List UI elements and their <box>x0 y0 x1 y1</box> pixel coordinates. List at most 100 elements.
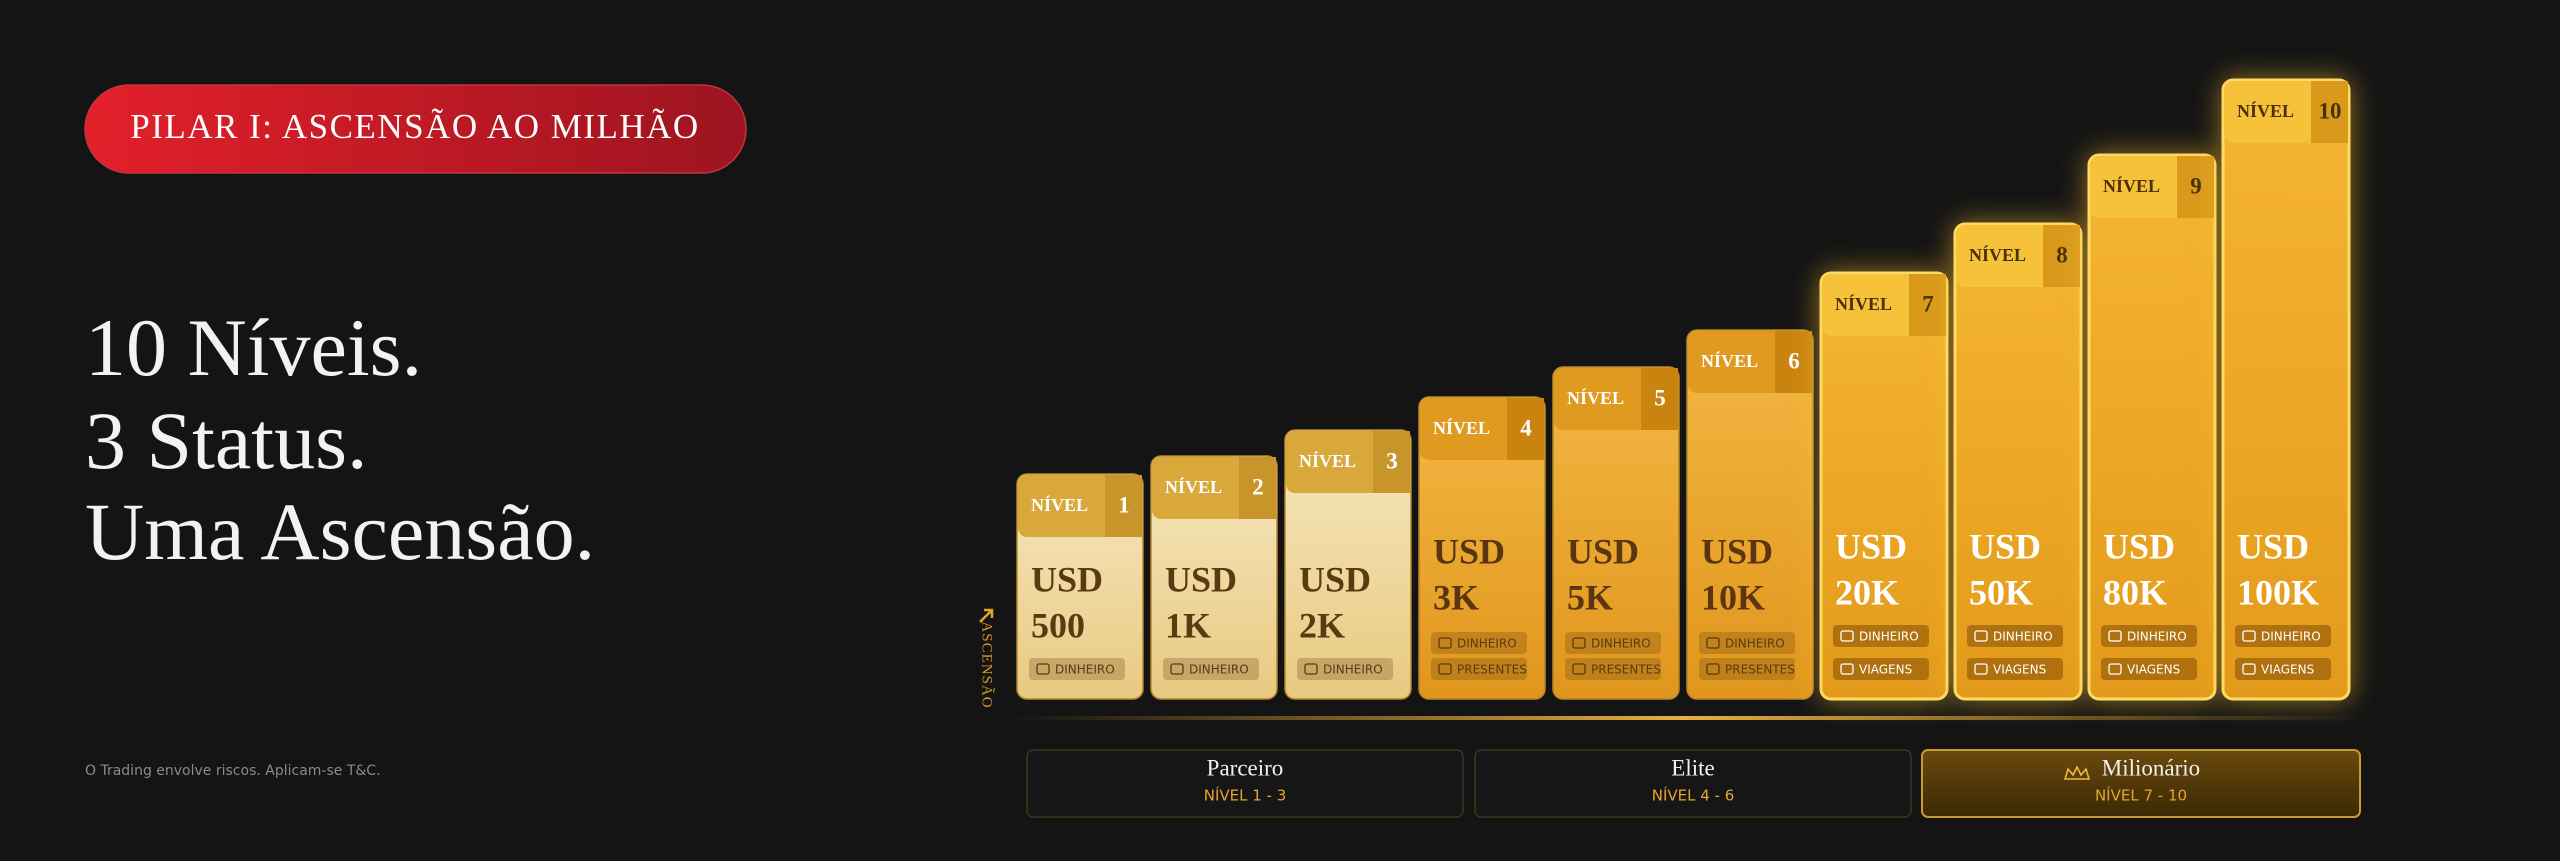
headline-line: 10 Níveis. <box>85 302 422 393</box>
level-number: 7 <box>1922 291 1934 316</box>
tag-text: DINHEIRO <box>1323 663 1383 677</box>
level-label: NÍVEL <box>2237 100 2294 121</box>
tag <box>2101 658 2197 680</box>
tag-icon <box>1840 663 1854 675</box>
status-name: Milionário <box>2102 755 2200 780</box>
level-number: 9 <box>2190 173 2202 198</box>
tag <box>2235 625 2331 647</box>
baseline-glow <box>1010 716 2360 720</box>
tag-text: DINHEIRO <box>1591 637 1651 651</box>
tag-text: VIAGENS <box>2261 663 2314 677</box>
status-box <box>1026 749 1464 818</box>
tag-text: DINHEIRO <box>2127 630 2187 644</box>
tag-text: DINHEIRO <box>2261 630 2321 644</box>
level-card <box>1552 366 1680 700</box>
level-label: NÍVEL <box>1165 476 1222 497</box>
level-number-bg <box>1105 475 1142 537</box>
tag <box>1297 658 1393 680</box>
tag <box>1431 658 1527 680</box>
level-amount: 80K <box>2103 572 2167 612</box>
level-amount: 2K <box>1299 605 1345 645</box>
status-name: Elite <box>1671 755 1714 780</box>
level-currency: USD <box>1969 526 2041 566</box>
level-label: NÍVEL <box>1031 494 1088 515</box>
level-currency: USD <box>2103 526 2175 566</box>
level-number: 4 <box>1520 415 1532 440</box>
level-number-bg <box>2311 81 2348 143</box>
level-amount: 20K <box>1835 572 1899 612</box>
badge <box>84 84 747 174</box>
level-card <box>1953 222 2083 701</box>
tag <box>1699 658 1795 680</box>
headline-line: 3 Status. <box>85 395 367 486</box>
level-card <box>2221 78 2351 701</box>
level-amount: 50K <box>1969 572 2033 612</box>
level-number: 8 <box>2056 242 2068 267</box>
axis-label: ASCENSÃO <box>979 621 995 708</box>
tag-icon <box>2108 630 2122 642</box>
tag-icon <box>1170 663 1184 675</box>
tag <box>2101 625 2197 647</box>
tag-text: DINHEIRO <box>1457 637 1517 651</box>
badge-text: PILAR I: ASCENSÃO AO MILHÃO <box>130 107 699 146</box>
tag-text: PRESENTES <box>1725 663 1795 677</box>
level-amount: 1K <box>1165 605 1211 645</box>
status-range: NÍVEL 4 - 6 <box>1652 786 1735 805</box>
tag <box>1699 632 1795 654</box>
tag-icon <box>2242 663 2256 675</box>
tag <box>2235 658 2331 680</box>
tag-icon <box>2108 663 2122 675</box>
tag <box>1565 658 1661 680</box>
tag-icon <box>1706 637 1720 649</box>
level-amount: 500 <box>1031 605 1085 645</box>
tag <box>1163 658 1259 680</box>
level-card <box>1418 396 1546 700</box>
level-number-bg <box>1507 398 1544 460</box>
tag-icon <box>1706 663 1720 675</box>
level-amount: 5K <box>1567 577 1613 617</box>
tag-text: PRESENTES <box>1457 663 1527 677</box>
level-card <box>1686 329 1814 700</box>
crown-icon <box>2063 765 2091 780</box>
level-label: NÍVEL <box>1701 350 1758 371</box>
level-currency: USD <box>1299 559 1371 599</box>
tag-text: DINHEIRO <box>1725 637 1785 651</box>
level-number-bg <box>2043 225 2080 287</box>
status-range: NÍVEL 7 - 10 <box>2095 786 2187 805</box>
tag-text: VIAGENS <box>1993 663 2046 677</box>
status-box <box>1921 749 2361 818</box>
level-number-bg <box>1775 331 1812 393</box>
level-number-bg <box>1373 431 1410 493</box>
level-currency: USD <box>1701 531 1773 571</box>
level-label: NÍVEL <box>1433 417 1490 438</box>
level-number: 2 <box>1252 474 1264 499</box>
level-label: NÍVEL <box>1835 293 1892 314</box>
level-label: NÍVEL <box>1969 244 2026 265</box>
level-amount: 10K <box>1701 577 1765 617</box>
level-currency: USD <box>2237 526 2309 566</box>
level-currency: USD <box>1835 526 1907 566</box>
tag-icon <box>1304 663 1318 675</box>
tag-icon <box>1572 663 1586 675</box>
level-card <box>2087 153 2217 701</box>
level-currency: USD <box>1165 559 1237 599</box>
tag-icon <box>1438 663 1452 675</box>
level-number: 1 <box>1118 492 1130 517</box>
level-card <box>1819 271 1949 701</box>
tag-icon <box>1840 630 1854 642</box>
tag-text: DINHEIRO <box>1859 630 1919 644</box>
tag <box>1967 625 2063 647</box>
level-number: 5 <box>1654 385 1666 410</box>
tag <box>1967 658 2063 680</box>
tag <box>1565 632 1661 654</box>
level-card <box>1284 429 1412 700</box>
level-number-bg <box>1641 368 1678 430</box>
level-number: 3 <box>1386 448 1398 473</box>
level-amount: 100K <box>2237 572 2319 612</box>
status-name: Parceiro <box>1207 755 1284 780</box>
status-box <box>1474 749 1912 818</box>
tag-icon <box>1974 663 1988 675</box>
tag-text: VIAGENS <box>1859 663 1912 677</box>
tag-text: VIAGENS <box>2127 663 2180 677</box>
tag <box>1833 658 1929 680</box>
